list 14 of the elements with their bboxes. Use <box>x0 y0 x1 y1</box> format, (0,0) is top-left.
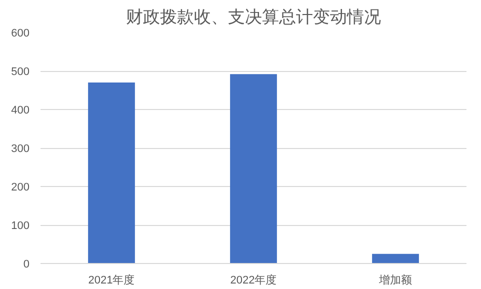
bar <box>88 82 135 264</box>
y-tick-label: 400 <box>11 104 30 116</box>
y-tick-label: 100 <box>11 220 30 232</box>
y-tick-label: 600 <box>11 28 30 40</box>
chart-title: 财政拨款收、支决算总计变动情况 <box>126 8 381 28</box>
x-tick-label: 2021年度 <box>88 274 135 286</box>
x-tick-label: 增加额 <box>378 274 412 286</box>
y-tick-label: 200 <box>11 182 30 194</box>
y-tick-label: 0 <box>23 258 30 270</box>
x-tick-label: 2022年度 <box>230 274 277 286</box>
bar <box>230 74 277 264</box>
y-tick-label: 300 <box>11 143 30 155</box>
bar <box>372 254 419 264</box>
y-tick-label: 500 <box>11 66 30 78</box>
